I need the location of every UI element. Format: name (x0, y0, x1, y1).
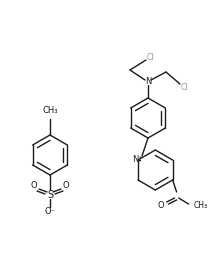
Text: O: O (31, 181, 37, 191)
Text: Cl: Cl (147, 53, 155, 61)
Text: S: S (47, 190, 53, 200)
Text: N: N (145, 77, 151, 87)
Text: O: O (63, 181, 69, 191)
Text: CH₃: CH₃ (42, 106, 58, 115)
Text: Cl: Cl (181, 83, 189, 91)
Text: N⁺: N⁺ (133, 155, 143, 165)
Text: CH₃: CH₃ (194, 202, 208, 210)
Text: O: O (157, 200, 164, 210)
Text: O⁻: O⁻ (44, 207, 56, 217)
